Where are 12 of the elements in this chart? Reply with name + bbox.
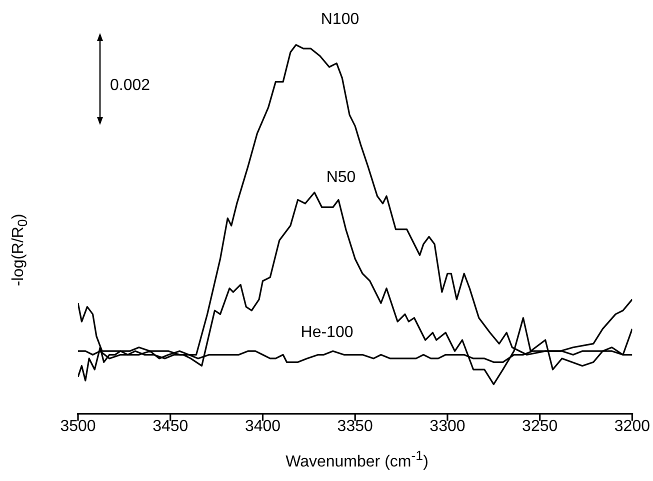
annotation: N50 bbox=[326, 169, 356, 187]
x-tick-label: 3200 bbox=[614, 418, 650, 435]
x-tick-label: 3450 bbox=[152, 418, 188, 435]
x-axis-title: Wavenumber (cm$^{-1}$) bbox=[286, 448, 428, 472]
annotation: He-100 bbox=[300, 324, 354, 342]
x-tick-label: 3500 bbox=[60, 418, 96, 435]
x-tick-label: 3350 bbox=[337, 418, 373, 435]
x-tick-label: 3400 bbox=[244, 418, 281, 435]
x-tick-label: 3250 bbox=[522, 418, 558, 435]
x-tick-label: 3300 bbox=[430, 418, 466, 435]
text: N100 bbox=[320, 11, 360, 29]
annotation: 0.002 bbox=[110, 77, 150, 95]
